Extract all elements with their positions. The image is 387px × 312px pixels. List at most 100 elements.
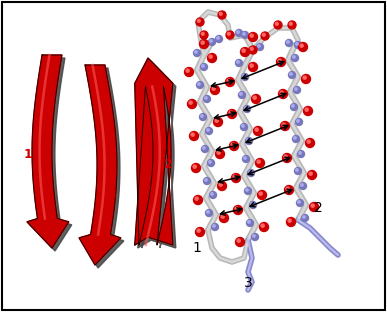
Circle shape <box>309 172 312 175</box>
Circle shape <box>291 55 298 61</box>
Circle shape <box>288 71 296 79</box>
Circle shape <box>240 93 242 95</box>
Circle shape <box>250 64 253 67</box>
Circle shape <box>186 69 189 72</box>
Circle shape <box>260 222 269 232</box>
Circle shape <box>243 155 250 163</box>
Circle shape <box>211 85 219 95</box>
Circle shape <box>195 227 204 236</box>
Circle shape <box>261 32 269 40</box>
Circle shape <box>235 207 238 210</box>
Circle shape <box>301 184 303 186</box>
Circle shape <box>203 147 205 149</box>
Circle shape <box>305 139 315 148</box>
Circle shape <box>247 139 249 141</box>
Circle shape <box>213 225 215 227</box>
Circle shape <box>276 22 278 25</box>
Circle shape <box>282 123 285 126</box>
Circle shape <box>205 179 207 181</box>
Circle shape <box>238 91 245 99</box>
Circle shape <box>300 183 307 189</box>
Circle shape <box>197 19 200 22</box>
Circle shape <box>311 204 314 207</box>
Circle shape <box>251 203 253 205</box>
Circle shape <box>296 119 303 125</box>
Circle shape <box>209 38 216 46</box>
Circle shape <box>248 62 257 71</box>
Circle shape <box>237 61 239 63</box>
Circle shape <box>289 22 292 25</box>
Circle shape <box>204 178 211 184</box>
Circle shape <box>245 188 252 194</box>
Circle shape <box>209 55 212 58</box>
Circle shape <box>231 143 234 146</box>
Circle shape <box>257 160 260 163</box>
Text: 3: 3 <box>108 188 116 202</box>
Circle shape <box>212 223 219 231</box>
Circle shape <box>290 73 292 75</box>
Circle shape <box>240 47 250 56</box>
Circle shape <box>197 81 204 89</box>
Circle shape <box>295 88 297 90</box>
Circle shape <box>221 215 224 218</box>
Circle shape <box>296 169 298 171</box>
Circle shape <box>228 110 236 119</box>
Circle shape <box>218 11 226 19</box>
Circle shape <box>228 32 230 35</box>
Circle shape <box>200 31 208 39</box>
Circle shape <box>231 173 240 183</box>
Circle shape <box>201 41 204 44</box>
Circle shape <box>295 41 301 48</box>
Circle shape <box>212 87 215 90</box>
Circle shape <box>193 165 196 168</box>
Circle shape <box>296 43 298 45</box>
Circle shape <box>286 217 296 227</box>
Circle shape <box>250 202 257 208</box>
Circle shape <box>207 159 214 167</box>
Circle shape <box>286 40 293 46</box>
Circle shape <box>190 131 199 140</box>
Circle shape <box>278 59 281 62</box>
Circle shape <box>237 239 240 242</box>
Circle shape <box>299 152 301 154</box>
Circle shape <box>242 125 244 127</box>
Circle shape <box>197 229 200 232</box>
Circle shape <box>194 50 200 56</box>
Circle shape <box>245 107 247 109</box>
Circle shape <box>217 182 226 191</box>
Circle shape <box>209 161 211 163</box>
Polygon shape <box>27 55 69 248</box>
Circle shape <box>202 145 209 153</box>
Circle shape <box>242 49 245 52</box>
Circle shape <box>191 133 194 136</box>
Circle shape <box>280 91 283 94</box>
Circle shape <box>209 192 216 198</box>
Circle shape <box>192 163 200 173</box>
Circle shape <box>226 31 234 39</box>
Circle shape <box>200 64 207 71</box>
Circle shape <box>250 34 253 37</box>
Circle shape <box>253 96 256 99</box>
Circle shape <box>187 100 197 109</box>
Circle shape <box>236 237 245 246</box>
Circle shape <box>286 187 289 190</box>
Polygon shape <box>79 65 121 265</box>
Circle shape <box>217 151 220 154</box>
Polygon shape <box>135 58 173 245</box>
Circle shape <box>301 75 310 84</box>
Circle shape <box>293 135 300 143</box>
Circle shape <box>248 221 250 223</box>
Circle shape <box>253 235 255 237</box>
Circle shape <box>243 33 245 35</box>
Circle shape <box>262 33 265 36</box>
Circle shape <box>195 197 198 200</box>
Polygon shape <box>138 61 176 248</box>
Circle shape <box>288 219 291 222</box>
Circle shape <box>243 75 245 77</box>
Circle shape <box>219 213 228 222</box>
Circle shape <box>237 31 239 33</box>
Circle shape <box>295 168 301 174</box>
Circle shape <box>233 175 236 178</box>
Circle shape <box>243 105 250 113</box>
Circle shape <box>288 21 296 29</box>
